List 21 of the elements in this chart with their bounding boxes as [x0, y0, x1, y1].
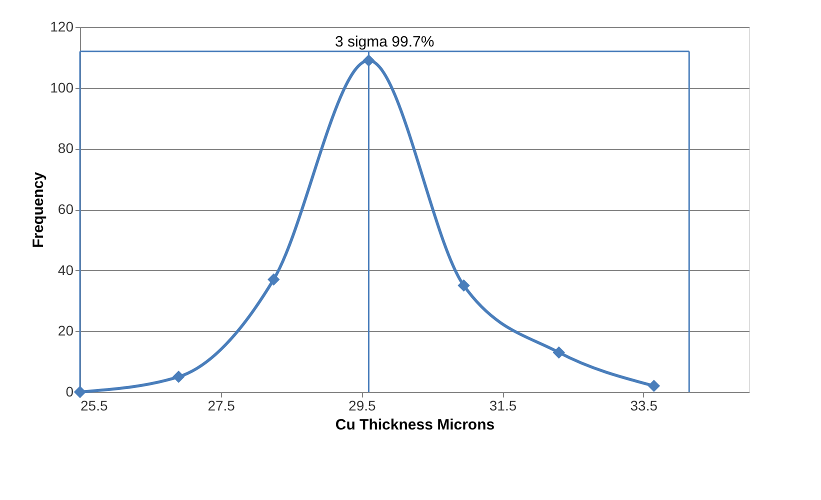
- point: [74, 386, 86, 398]
- point: [552, 346, 565, 359]
- point: [458, 279, 470, 292]
- y-tick-label: 20: [58, 322, 74, 339]
- ref-line-label: 3 sigma 99.7%: [334, 33, 434, 50]
- x-tick-label: 31.5: [489, 398, 517, 414]
- x-axis-title: Cu Thickness Microns: [335, 416, 495, 434]
- x-tick-label: 27.5: [208, 398, 236, 414]
- x-tick-label: 33.5: [630, 398, 658, 414]
- y-tick-label: 80: [58, 140, 74, 156]
- y-tick-label: 0: [66, 384, 74, 400]
- y-tick-label: 60: [58, 201, 74, 217]
- point: [268, 273, 280, 286]
- y-axis-title: Frequency: [30, 171, 48, 248]
- x-tick-label: 25.5: [80, 398, 108, 414]
- point: [648, 380, 660, 392]
- point: [172, 370, 185, 383]
- y-tick-label: 100: [50, 79, 74, 96]
- y-tick-label: 120: [50, 18, 74, 34]
- x-tick-label: 29.5: [348, 398, 376, 414]
- y-tick-label: 40: [58, 262, 74, 278]
